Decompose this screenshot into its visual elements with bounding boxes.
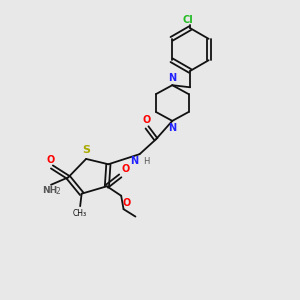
Text: O: O: [143, 115, 151, 125]
Text: O: O: [46, 154, 55, 165]
Text: S: S: [82, 146, 90, 155]
Text: N: N: [130, 156, 138, 166]
Text: O: O: [123, 198, 131, 208]
Text: NH: NH: [43, 186, 58, 195]
Text: CH₃: CH₃: [73, 208, 87, 217]
Text: N: N: [168, 73, 176, 83]
Text: O: O: [122, 164, 130, 174]
Text: N: N: [168, 123, 176, 133]
Text: H: H: [143, 157, 149, 166]
Text: Cl: Cl: [182, 15, 193, 25]
Text: 2: 2: [55, 187, 60, 196]
